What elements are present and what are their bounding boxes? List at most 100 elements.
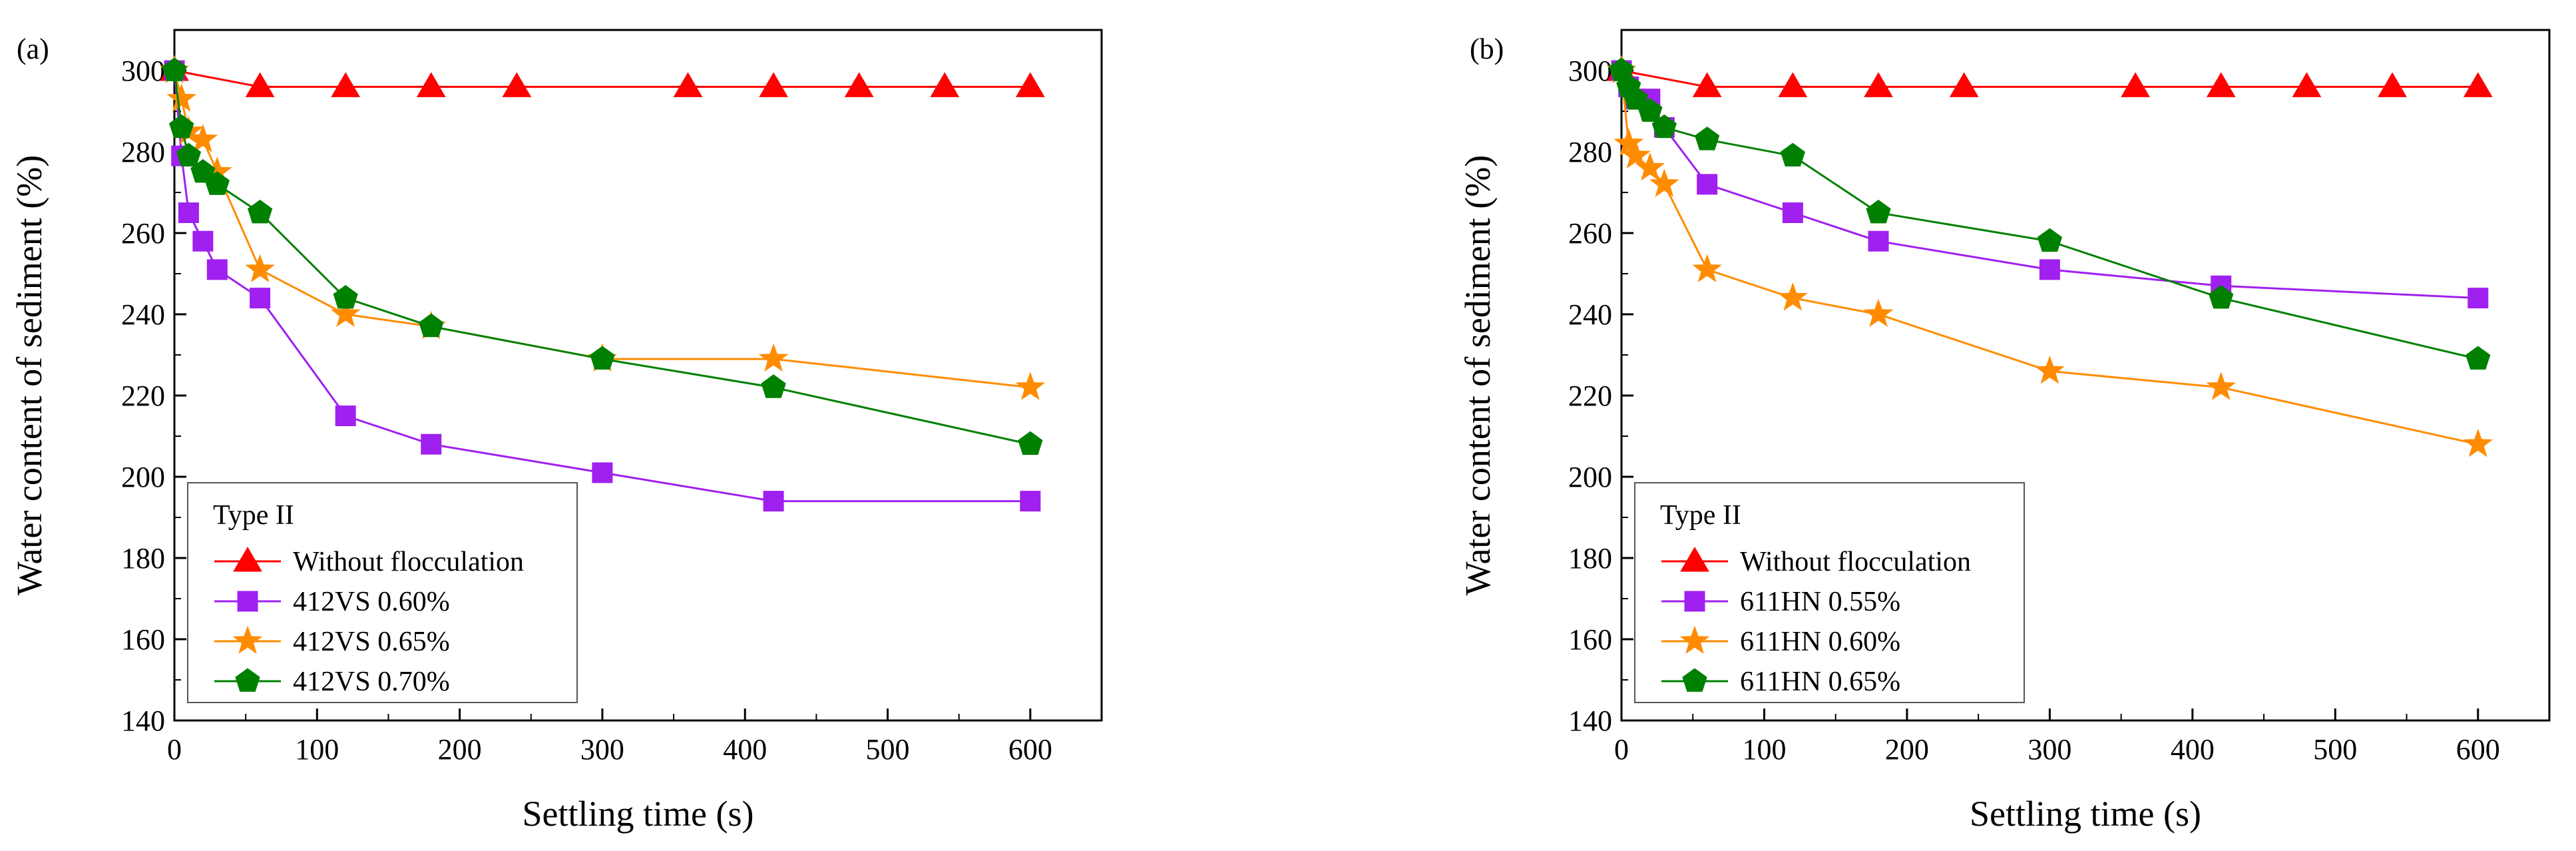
data-point xyxy=(190,158,216,183)
data-point xyxy=(421,433,442,455)
legend-marker xyxy=(1682,668,1707,692)
data-point xyxy=(2037,228,2063,252)
data-point xyxy=(1868,230,1889,252)
data-point xyxy=(162,57,187,81)
legend-label: 412VS 0.70% xyxy=(293,667,450,697)
data-point xyxy=(169,114,194,139)
plot-frame xyxy=(173,29,1103,722)
x-tick-label: 100 xyxy=(1742,733,1786,766)
data-point xyxy=(2468,288,2489,309)
legend-marker xyxy=(233,547,262,572)
x-tick-label: 400 xyxy=(723,733,767,766)
legend: Type II Without flocculation 412VS 0.60% 41… xyxy=(187,482,578,703)
data-point xyxy=(1863,298,1894,328)
legend-label: Without flocculation xyxy=(1740,547,1971,577)
data-point xyxy=(188,124,218,152)
x-tick-label: 100 xyxy=(295,733,339,766)
data-point xyxy=(335,406,356,426)
y-tick-label: 260 xyxy=(1568,217,1612,250)
legend-marker xyxy=(232,625,263,654)
data-point xyxy=(1015,372,1046,400)
data-point xyxy=(2466,346,2491,370)
data-point xyxy=(1623,86,1649,110)
legend-label: 611HN 0.55% xyxy=(1740,587,1900,617)
data-point xyxy=(1018,431,1043,455)
series-line xyxy=(1620,70,2479,445)
y-tick-label: 240 xyxy=(1568,298,1612,331)
data-point xyxy=(590,346,615,370)
x-tick-label: 600 xyxy=(2456,733,2500,766)
data-point xyxy=(166,83,196,112)
data-point xyxy=(1949,72,1979,97)
data-point xyxy=(250,288,271,309)
x-tick-label: 0 xyxy=(167,733,182,766)
data-point xyxy=(2035,355,2065,384)
data-point xyxy=(1864,72,1893,97)
data-point xyxy=(330,298,361,328)
legend-label: Without flocculation xyxy=(293,547,524,577)
x-tick-label: 500 xyxy=(2313,733,2357,766)
data-point xyxy=(1695,127,1720,150)
x-axis-title: Settling time (s) xyxy=(523,794,754,834)
data-point xyxy=(844,72,874,97)
data-point xyxy=(1782,202,1803,223)
data-point xyxy=(2463,72,2493,97)
data-point xyxy=(1020,491,1041,512)
legend-title: Type II xyxy=(213,500,294,531)
data-point xyxy=(2378,72,2407,97)
x-tick-label: 0 xyxy=(1614,733,1629,766)
y-tick-label: 200 xyxy=(1568,461,1612,493)
legend-marker xyxy=(235,668,260,692)
y-axis-title: Water content of sediment (%) xyxy=(9,155,49,595)
data-point xyxy=(416,72,446,97)
legend-marker xyxy=(1680,547,1709,572)
plot-frame xyxy=(1620,29,2551,722)
y-axis-title: Water content of sediment (%) xyxy=(1458,155,1498,595)
data-point xyxy=(1780,142,1805,166)
data-point xyxy=(333,284,358,309)
data-point xyxy=(204,171,230,195)
series-0 xyxy=(1607,56,2493,97)
data-point xyxy=(1621,140,1651,169)
data-point xyxy=(1637,98,1663,122)
y-tick-label: 300 xyxy=(121,55,165,87)
legend-item: 611HN 0.60% xyxy=(1661,625,1900,657)
y-tick-label: 240 xyxy=(121,298,165,331)
y-tick-label: 160 xyxy=(121,623,165,656)
data-point xyxy=(1649,168,1679,197)
series-1 xyxy=(1611,60,2489,309)
data-point xyxy=(206,259,228,280)
data-point xyxy=(1866,199,1891,224)
y-tick-label: 300 xyxy=(1568,55,1612,87)
series-line xyxy=(1620,70,2479,360)
x-tick-label: 500 xyxy=(866,733,910,766)
legend: Type II Without flocculation 611HN 0.55% 61… xyxy=(1634,482,2025,703)
chart-panel-0: (a) 0 100 200 300 400 500 600 140 160 180 200 220 240… xyxy=(9,29,1103,834)
data-point xyxy=(592,462,613,483)
legend-marker xyxy=(1684,591,1705,612)
series-1 xyxy=(164,60,1041,512)
x-tick-label: 300 xyxy=(580,733,624,766)
data-point xyxy=(1692,72,1722,97)
data-point xyxy=(1697,174,1718,195)
y-tick-label: 260 xyxy=(121,217,165,250)
legend-item: 611HN 0.55% xyxy=(1661,587,1900,617)
y-tick-label: 280 xyxy=(1568,136,1612,168)
y-tick-label: 180 xyxy=(1568,542,1612,575)
series-2 xyxy=(1606,55,2493,457)
legend-label: 412VS 0.65% xyxy=(293,627,450,657)
data-point xyxy=(759,72,788,97)
data-point xyxy=(245,72,275,97)
data-point xyxy=(1635,152,1665,181)
data-point xyxy=(2206,72,2236,97)
series-3 xyxy=(162,57,1043,455)
data-point xyxy=(1613,128,1643,156)
legend-item: 611HN 0.65% xyxy=(1661,667,1900,697)
data-point xyxy=(419,313,444,338)
data-point xyxy=(502,72,532,97)
data-point xyxy=(673,72,703,97)
series-line xyxy=(1621,69,2478,88)
legend-label: 611HN 0.60% xyxy=(1740,627,1900,657)
x-axis-title: Settling time (s) xyxy=(1970,794,2201,834)
